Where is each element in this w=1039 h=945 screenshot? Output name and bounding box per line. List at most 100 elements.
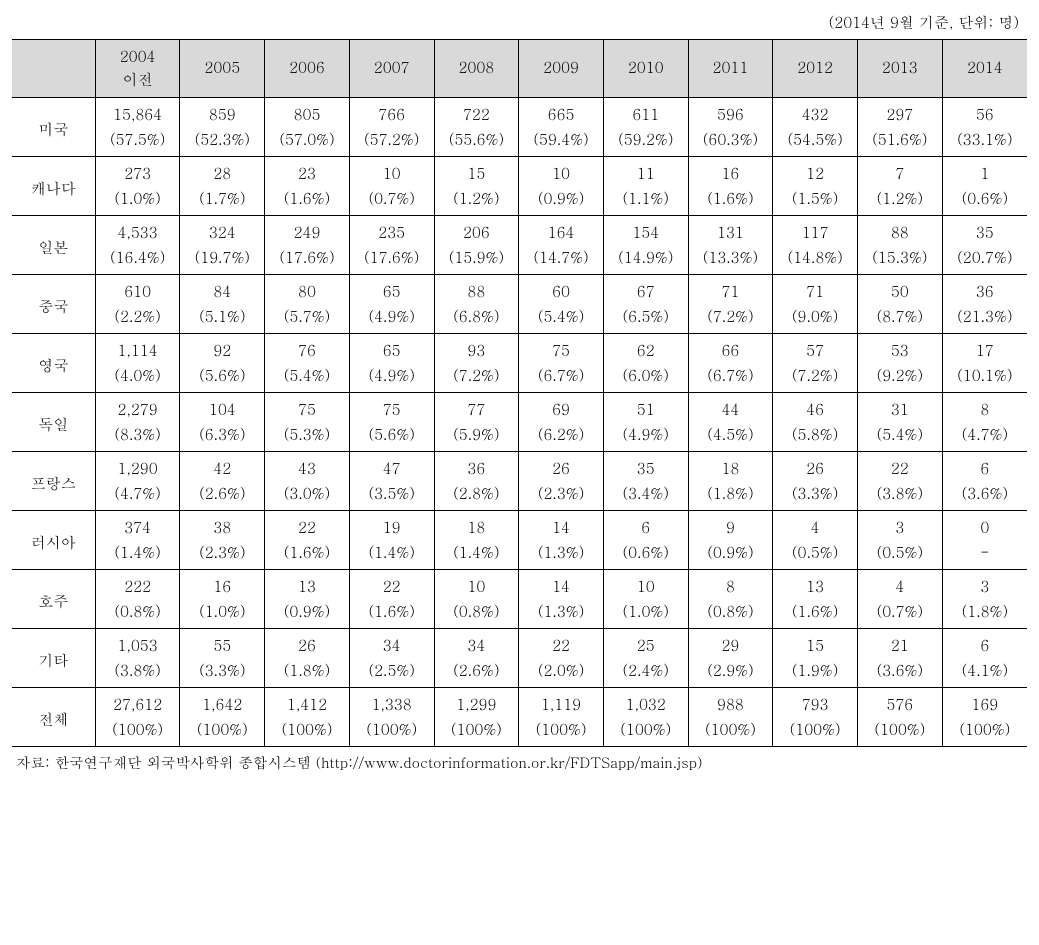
cell-value: 35 — [942, 216, 1027, 246]
cell-pct: (6.7%) — [519, 363, 604, 393]
cell-pct: (4.7%) — [95, 481, 180, 511]
cell-pct: (3.5%) — [349, 481, 434, 511]
cell-value: 43 — [265, 452, 350, 482]
cell-value: 36 — [434, 452, 519, 482]
column-header: 2009 — [519, 40, 604, 98]
cell-value: 432 — [773, 98, 858, 128]
column-header: 2014 — [942, 40, 1027, 98]
cell-value: 610 — [95, 275, 180, 305]
cell-pct: (6.2%) — [519, 422, 604, 452]
row-label: 호주 — [12, 570, 95, 629]
cell-value: 23 — [265, 157, 350, 187]
cell-pct: (3.8%) — [857, 481, 942, 511]
cell-pct: (1.6%) — [265, 186, 350, 216]
cell-pct: (100%) — [603, 717, 688, 747]
cell-value: 75 — [265, 393, 350, 423]
cell-pct: (57.0%) — [265, 127, 350, 157]
cell-value: 14 — [519, 511, 604, 541]
table-row: 프랑스1,2904243473626351826226 — [12, 452, 1027, 482]
cell-value: 1,299 — [434, 688, 519, 718]
cell-value: 1,338 — [349, 688, 434, 718]
cell-pct: (3.6%) — [942, 481, 1027, 511]
cell-pct: (3.8%) — [95, 658, 180, 688]
table-row: (2.2%)(5.1%)(5.7%)(4.9%)(6.8%)(5.4%)(6.5… — [12, 304, 1027, 334]
cell-value: 16 — [180, 570, 265, 600]
cell-pct: (4.0%) — [95, 363, 180, 393]
cell-pct: (2.6%) — [180, 481, 265, 511]
cell-value: 6 — [942, 452, 1027, 482]
cell-pct: (51.6%) — [857, 127, 942, 157]
cell-pct: (33.1%) — [942, 127, 1027, 157]
cell-value: 1,119 — [519, 688, 604, 718]
cell-value: 4 — [773, 511, 858, 541]
cell-value: 55 — [180, 629, 265, 659]
cell-value: 1,114 — [95, 334, 180, 364]
cell-value: 69 — [519, 393, 604, 423]
cell-value: 576 — [857, 688, 942, 718]
cell-pct: (16.4%) — [95, 245, 180, 275]
cell-pct: (1.7%) — [180, 186, 265, 216]
cell-pct: (100%) — [519, 717, 604, 747]
cell-pct: (9.2%) — [857, 363, 942, 393]
cell-pct: (5.7%) — [265, 304, 350, 334]
cell-value: 665 — [519, 98, 604, 128]
cell-pct: (13.3%) — [688, 245, 773, 275]
cell-pct: (7.2%) — [434, 363, 519, 393]
cell-pct: (59.4%) — [519, 127, 604, 157]
cell-value: 93 — [434, 334, 519, 364]
cell-value: 44 — [688, 393, 773, 423]
row-label: 중국 — [12, 275, 95, 334]
cell-pct: (0.8%) — [95, 599, 180, 629]
cell-value: 35 — [603, 452, 688, 482]
cell-value: 8 — [942, 393, 1027, 423]
cell-value: 31 — [857, 393, 942, 423]
cell-value: 77 — [434, 393, 519, 423]
cell-pct: (17.6%) — [265, 245, 350, 275]
cell-value: 859 — [180, 98, 265, 128]
column-header: 2011 — [688, 40, 773, 98]
column-header: 2012 — [773, 40, 858, 98]
cell-pct: (4.1%) — [942, 658, 1027, 688]
cell-pct: (1.0%) — [180, 599, 265, 629]
cell-pct: (4.9%) — [603, 422, 688, 452]
table-row: (3.8%)(3.3%)(1.8%)(2.5%)(2.6%)(2.0%)(2.4… — [12, 658, 1027, 688]
cell-pct: (52.3%) — [180, 127, 265, 157]
cell-pct: (4.9%) — [349, 304, 434, 334]
header-blank — [12, 40, 95, 98]
cell-pct: (20.7%) — [942, 245, 1027, 275]
cell-pct: (6.5%) — [603, 304, 688, 334]
cell-pct: (15.3%) — [857, 245, 942, 275]
cell-value: 71 — [773, 275, 858, 305]
cell-value: 22 — [519, 629, 604, 659]
cell-value: 596 — [688, 98, 773, 128]
cell-value: 10 — [434, 570, 519, 600]
cell-value: 6 — [603, 511, 688, 541]
row-label: 미국 — [12, 98, 95, 157]
cell-pct: (3.6%) — [857, 658, 942, 688]
table-row: 캐나다273282310151011161271 — [12, 157, 1027, 187]
cell-pct: (1.0%) — [95, 186, 180, 216]
cell-pct: (60.3%) — [688, 127, 773, 157]
cell-value: 42 — [180, 452, 265, 482]
cell-pct: (2.3%) — [519, 481, 604, 511]
cell-pct: (8.3%) — [95, 422, 180, 452]
cell-value: 47 — [349, 452, 434, 482]
cell-value: 10 — [519, 157, 604, 187]
cell-value: 169 — [942, 688, 1027, 718]
cell-pct: (100%) — [95, 717, 180, 747]
cell-pct: (57.2%) — [349, 127, 434, 157]
cell-pct: (2.6%) — [434, 658, 519, 688]
cell-value: 22 — [349, 570, 434, 600]
cell-value: 12 — [773, 157, 858, 187]
cell-value: 4 — [857, 570, 942, 600]
cell-value: 29 — [688, 629, 773, 659]
cell-value: 249 — [265, 216, 350, 246]
cell-pct: (5.8%) — [773, 422, 858, 452]
cell-pct: (10.1%) — [942, 363, 1027, 393]
cell-pct: (1.6%) — [265, 540, 350, 570]
cell-pct: (4.5%) — [688, 422, 773, 452]
cell-pct: (6.7%) — [688, 363, 773, 393]
cell-value: 27,612 — [95, 688, 180, 718]
column-header: 2007 — [349, 40, 434, 98]
cell-pct: (8.7%) — [857, 304, 942, 334]
